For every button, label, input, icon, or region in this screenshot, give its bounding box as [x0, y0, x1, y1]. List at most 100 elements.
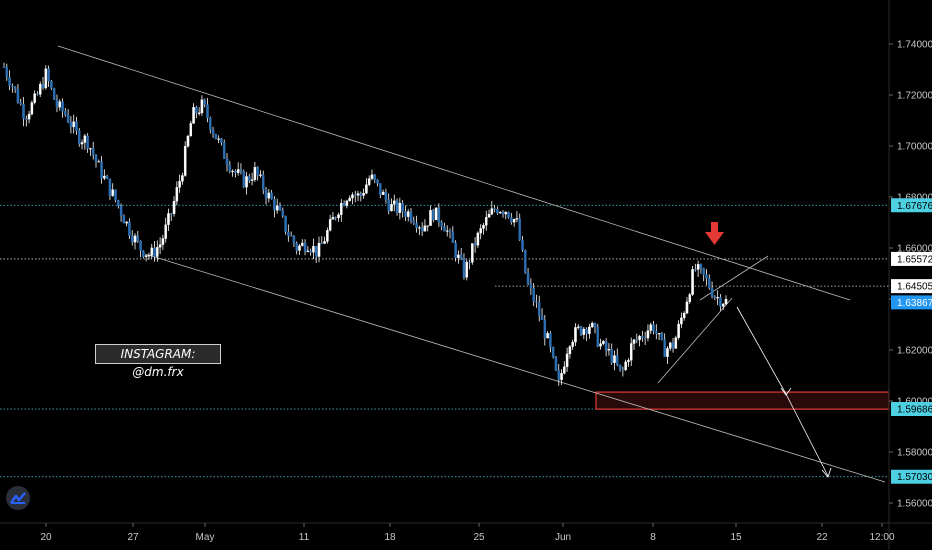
candle-body [130, 235, 134, 243]
candle-body [214, 133, 218, 140]
candle-body [415, 223, 418, 229]
candle-body [563, 366, 566, 374]
candle-body [86, 135, 89, 149]
candle-body [239, 169, 243, 172]
candle-body [666, 348, 669, 357]
price-tick-label: 1.66000 [897, 244, 932, 255]
candle-body [537, 302, 541, 316]
time-tick-label: 25 [473, 532, 485, 543]
candle-body [613, 355, 616, 363]
candle-body [699, 264, 703, 269]
candle-body [434, 207, 438, 221]
candle-body [301, 242, 304, 246]
arrow-shaft [711, 222, 718, 232]
candle-body [420, 227, 424, 232]
candle-body [83, 135, 87, 143]
candle-body [571, 341, 574, 347]
candle-body [373, 174, 377, 180]
candle-body [512, 219, 516, 223]
time-tick-label: 11 [299, 532, 310, 543]
candle-body [677, 323, 680, 338]
horizontal-levels [0, 204, 889, 478]
candle-body [367, 178, 371, 185]
candle-body [111, 189, 114, 196]
candle-body [245, 176, 248, 188]
candle-body [345, 200, 349, 206]
candle-body [340, 202, 343, 215]
candle-body [674, 337, 678, 349]
candle-body [78, 130, 81, 145]
candle-body [100, 161, 103, 179]
candle-body [532, 288, 535, 302]
candle-body [702, 268, 705, 275]
price-label-bg [891, 295, 932, 310]
candle-body [342, 202, 346, 206]
price-label-badge: 1.65572 [891, 251, 932, 266]
candle-body [635, 339, 639, 341]
candle-body [490, 208, 494, 215]
candle-body [217, 138, 220, 140]
candle-body [607, 348, 611, 351]
candle-body [317, 242, 321, 257]
candle-body [582, 328, 586, 335]
price-label-badge: 1.59686 [891, 402, 932, 417]
candle-body [588, 326, 591, 334]
candle-body [295, 243, 298, 251]
candle-body [401, 202, 404, 212]
candle-body [278, 205, 282, 211]
price-axis[interactable]: 1.740001.720001.700001.680001.660001.640… [889, 40, 932, 510]
candle-body [22, 104, 25, 119]
candle-body [694, 269, 697, 271]
tradingview-logo-icon [10, 492, 26, 504]
candle-body [710, 287, 714, 297]
candle-body [248, 176, 251, 181]
price-label-bg [891, 469, 932, 484]
candle-body [518, 218, 521, 241]
candle-body [203, 99, 206, 105]
candle-body [708, 278, 711, 289]
trend-lines [57, 45, 886, 483]
time-tick-label: May [196, 532, 215, 543]
price-labels: 1.67676 1.65572 1.64505 1.63867 1.59686 1.570… [891, 198, 932, 484]
candle-body [270, 192, 273, 200]
arrow-head [705, 232, 724, 245]
candle-body [309, 250, 312, 253]
candle-body [186, 135, 190, 147]
candle-body [72, 121, 75, 128]
time-axis[interactable]: 20 27 May 11 18 25 Jun 8 15 22 12:00 [40, 523, 895, 543]
candle-body [61, 101, 64, 112]
price-label-bg [891, 198, 932, 213]
candle-body [359, 193, 363, 196]
candle-body [192, 107, 195, 124]
watermark-label: INSTAGRAM: @dm.frx [95, 344, 221, 379]
candle-body [621, 368, 625, 371]
candle-body [546, 333, 549, 339]
candles [2, 62, 728, 386]
time-tick-label: 8 [650, 532, 656, 543]
candle-body [515, 218, 519, 220]
candle-body [209, 117, 212, 130]
candle-body [13, 86, 17, 90]
candle-body [289, 235, 293, 237]
candle-body [47, 68, 50, 82]
time-tick-label: 18 [384, 532, 396, 543]
candle-body [365, 184, 368, 194]
candle-body [510, 217, 513, 223]
candle-body [549, 333, 552, 348]
tradingview-logo[interactable] [6, 486, 30, 510]
time-tick-label: 22 [816, 532, 828, 543]
candle-body [652, 324, 655, 332]
candle-body [398, 202, 402, 213]
candle-body [236, 169, 240, 173]
candle-body [172, 201, 176, 214]
candle-body [682, 312, 686, 319]
candle-body [577, 326, 580, 328]
price-label-text: 1.65572 [897, 254, 932, 265]
candle-body [476, 232, 480, 246]
candle-body [50, 80, 53, 89]
candle-body [326, 230, 329, 242]
candle-body [432, 210, 435, 221]
time-tick-label: Jun [555, 532, 571, 543]
candle-body [574, 327, 577, 343]
